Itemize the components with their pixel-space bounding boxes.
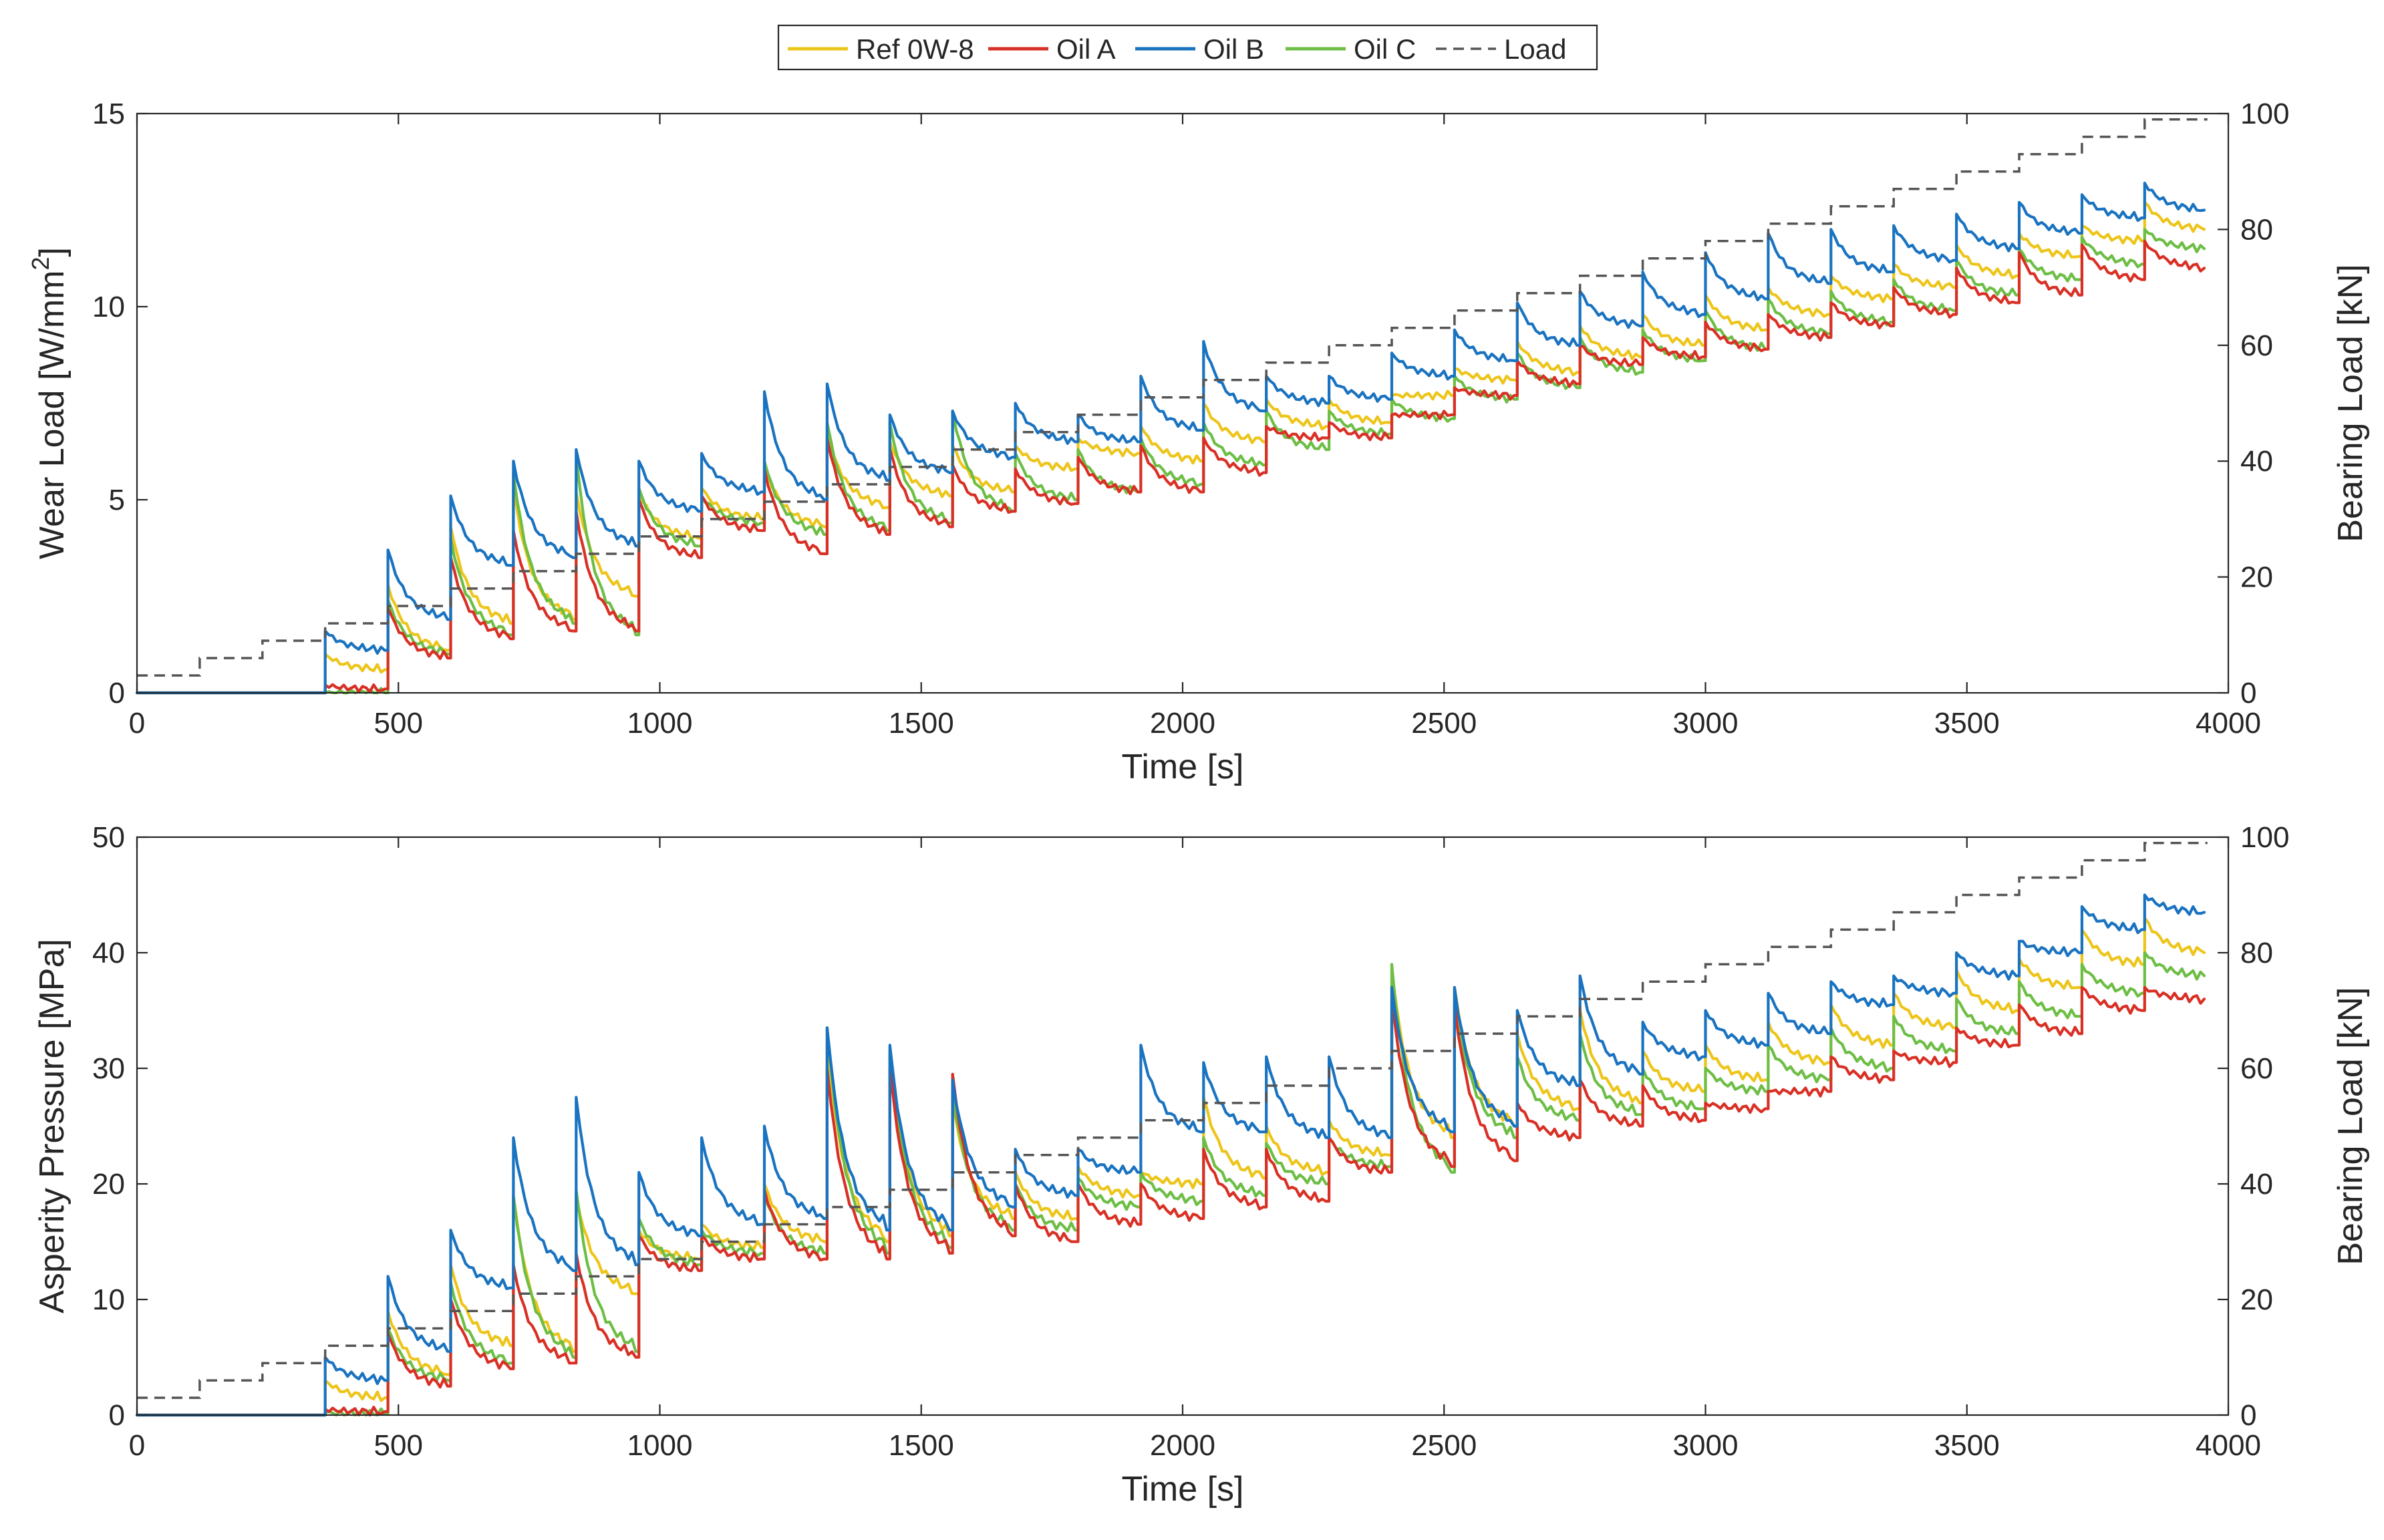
series-line-c <box>135 228 2206 695</box>
y-right-tick-label: 80 <box>2240 213 2273 246</box>
series-line-b <box>135 181 2206 695</box>
y-right-axis-label: Bearing Load [kN] <box>2331 264 2370 542</box>
x-tick-label: 2000 <box>1150 1429 1215 1462</box>
legend: Ref 0W-8 Oil A Oil B Oil C Load <box>777 24 1598 71</box>
y-axis-label-main: Wear Load [W/mm <box>33 271 71 559</box>
y-axis-label-main: Asperity Pressure [MPa] <box>33 939 71 1314</box>
x-tick-label: 1500 <box>889 1429 954 1462</box>
y-right-tick-label: 20 <box>2240 1283 2273 1316</box>
y-axis-label-close: ] <box>33 247 71 257</box>
plot-area <box>137 114 2228 693</box>
x-tick-label: 3500 <box>1934 707 2000 740</box>
y-right-tick-label: 20 <box>2240 561 2273 594</box>
y-right-axis-label: Bearing Load [kN] <box>2331 987 2370 1265</box>
y-tick-label: 30 <box>92 1052 125 1085</box>
x-tick-label: 2500 <box>1411 1429 1477 1462</box>
chart-panel-1: 0 500 1000 1500 2000 2500 3000 3500 400005101502… <box>27 98 2370 786</box>
x-tick-label: 0 <box>129 707 145 740</box>
series-line-ref <box>135 917 2206 1417</box>
y-right-tick-label: 80 <box>2240 937 2273 969</box>
y-right-tick-label: 60 <box>2240 329 2273 362</box>
x-axis-label: Time [s] <box>1122 748 1244 786</box>
y-axis-label-sup: 2 <box>27 257 54 270</box>
legend-label-c: Oil C <box>1354 33 1416 65</box>
x-tick-label: 1500 <box>889 707 954 740</box>
x-tick-label: 500 <box>374 707 423 740</box>
x-tick-label: 4000 <box>2196 1429 2261 1462</box>
y-tick-label: 50 <box>92 821 125 854</box>
y-right-tick-label: 40 <box>2240 1168 2273 1201</box>
series-line-ref <box>135 200 2206 695</box>
x-tick-label: 1000 <box>627 1429 693 1462</box>
series-line-a <box>135 239 2206 695</box>
load-line <box>137 118 2208 677</box>
legend-label-a: Oil A <box>1056 33 1116 65</box>
chart-panel-2: 0 500 1000 1500 2000 2500 3000 3500 400001020304… <box>33 821 2370 1509</box>
y-right-tick-label: 0 <box>2240 1399 2256 1432</box>
legend-label-ref: Ref 0W-8 <box>856 33 974 65</box>
plot-area <box>137 837 2228 1415</box>
x-tick-label: 2500 <box>1411 707 1477 740</box>
y-tick-label: 5 <box>109 484 125 516</box>
series-line-c <box>135 951 2206 1417</box>
legend-label-b: Oil B <box>1203 33 1264 65</box>
legend-label-load: Load <box>1504 33 1566 65</box>
y-right-tick-label: 40 <box>2240 445 2273 478</box>
x-axis-label: Time [s] <box>1122 1470 1244 1509</box>
x-tick-label: 2000 <box>1150 707 1215 740</box>
y-tick-label: 40 <box>92 937 125 969</box>
y-tick-label: 0 <box>109 677 125 710</box>
y-right-tick-label: 0 <box>2240 677 2256 710</box>
y-tick-label: 0 <box>109 1399 125 1432</box>
x-tick-label: 3500 <box>1934 1429 2000 1462</box>
x-tick-label: 4000 <box>2196 707 2261 740</box>
x-tick-label: 3000 <box>1673 707 1739 740</box>
y-tick-label: 20 <box>92 1168 125 1201</box>
load-line <box>137 841 2208 1399</box>
y-right-tick-label: 60 <box>2240 1052 2273 1085</box>
series-line-a <box>135 985 2206 1417</box>
x-tick-label: 0 <box>129 1429 145 1462</box>
y-right-tick-label: 100 <box>2240 821 2289 854</box>
x-tick-label: 500 <box>374 1429 423 1462</box>
y-axis-label: Asperity Pressure [MPa] <box>33 939 71 1314</box>
y-right-tick-label: 100 <box>2240 98 2289 130</box>
y-tick-label: 10 <box>92 1283 125 1316</box>
y-tick-label: 10 <box>92 291 125 323</box>
y-axis-label: Wear Load [W/mm2] <box>27 247 71 559</box>
x-tick-label: 1000 <box>627 707 693 740</box>
y-tick-label: 15 <box>92 98 125 130</box>
series-line-b <box>135 893 2206 1417</box>
x-tick-label: 3000 <box>1673 1429 1739 1462</box>
